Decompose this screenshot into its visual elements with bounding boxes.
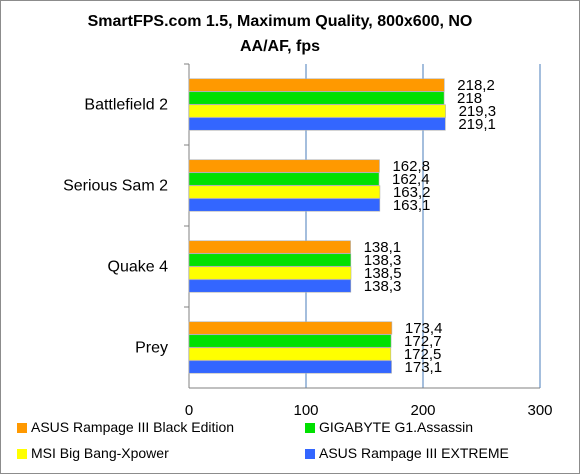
bar xyxy=(188,279,352,293)
x-tick-label: 300 xyxy=(527,402,552,419)
bar xyxy=(188,321,393,335)
bar xyxy=(188,360,392,374)
data-label: 163,1 xyxy=(393,197,431,214)
data-label: 172,5 xyxy=(404,346,442,363)
bar xyxy=(188,266,352,280)
data-label: 162,4 xyxy=(392,171,430,188)
data-label: 218 xyxy=(457,90,482,107)
bar xyxy=(188,172,380,186)
legend-label: ASUS Rampage III Black Edition xyxy=(31,419,234,435)
chart-title: SmartFPS.com 1.5, Maximum Quality, 800x6… xyxy=(87,13,473,55)
legend-label: ASUS Rampage III EXTREME xyxy=(319,445,509,461)
bar xyxy=(188,198,381,212)
category-label: Serious Sam 2 xyxy=(63,178,168,195)
data-label: 218,2 xyxy=(457,77,495,94)
bar xyxy=(188,334,392,348)
bar xyxy=(188,253,352,267)
legend-swatch xyxy=(17,449,27,459)
bar xyxy=(188,240,351,254)
data-label: 138,5 xyxy=(364,265,402,282)
data-label: 138,1 xyxy=(364,239,402,256)
data-label: 163,2 xyxy=(393,184,431,201)
x-tick-label: 200 xyxy=(410,402,435,419)
data-label: 172,7 xyxy=(404,333,442,350)
data-label: 173,4 xyxy=(405,320,443,337)
bar xyxy=(188,347,392,361)
category-label: Battlefield 2 xyxy=(84,97,168,114)
data-label: 138,3 xyxy=(364,278,402,295)
data-label: 173,1 xyxy=(405,359,443,376)
legend-label: MSI Big Bang-Xpower xyxy=(31,445,169,461)
data-label: 219,3 xyxy=(459,103,497,120)
bar xyxy=(188,185,381,199)
data-label: 219,1 xyxy=(458,116,496,133)
legend-label: GIGABYTE G1.Assassin xyxy=(319,419,473,435)
legend-swatch xyxy=(305,423,315,433)
legend-swatch xyxy=(17,423,27,433)
bar xyxy=(188,104,446,118)
legend-swatch xyxy=(305,449,315,459)
category-label: Quake 4 xyxy=(108,259,169,276)
bar xyxy=(188,78,445,92)
data-label: 138,3 xyxy=(364,252,402,269)
x-tick-label: 100 xyxy=(293,402,318,419)
category-label: Prey xyxy=(135,340,168,357)
x-tick-label: 0 xyxy=(185,402,193,419)
bar xyxy=(188,91,445,105)
data-label: 162,8 xyxy=(392,158,430,175)
bar xyxy=(188,117,446,131)
bar xyxy=(188,159,380,173)
